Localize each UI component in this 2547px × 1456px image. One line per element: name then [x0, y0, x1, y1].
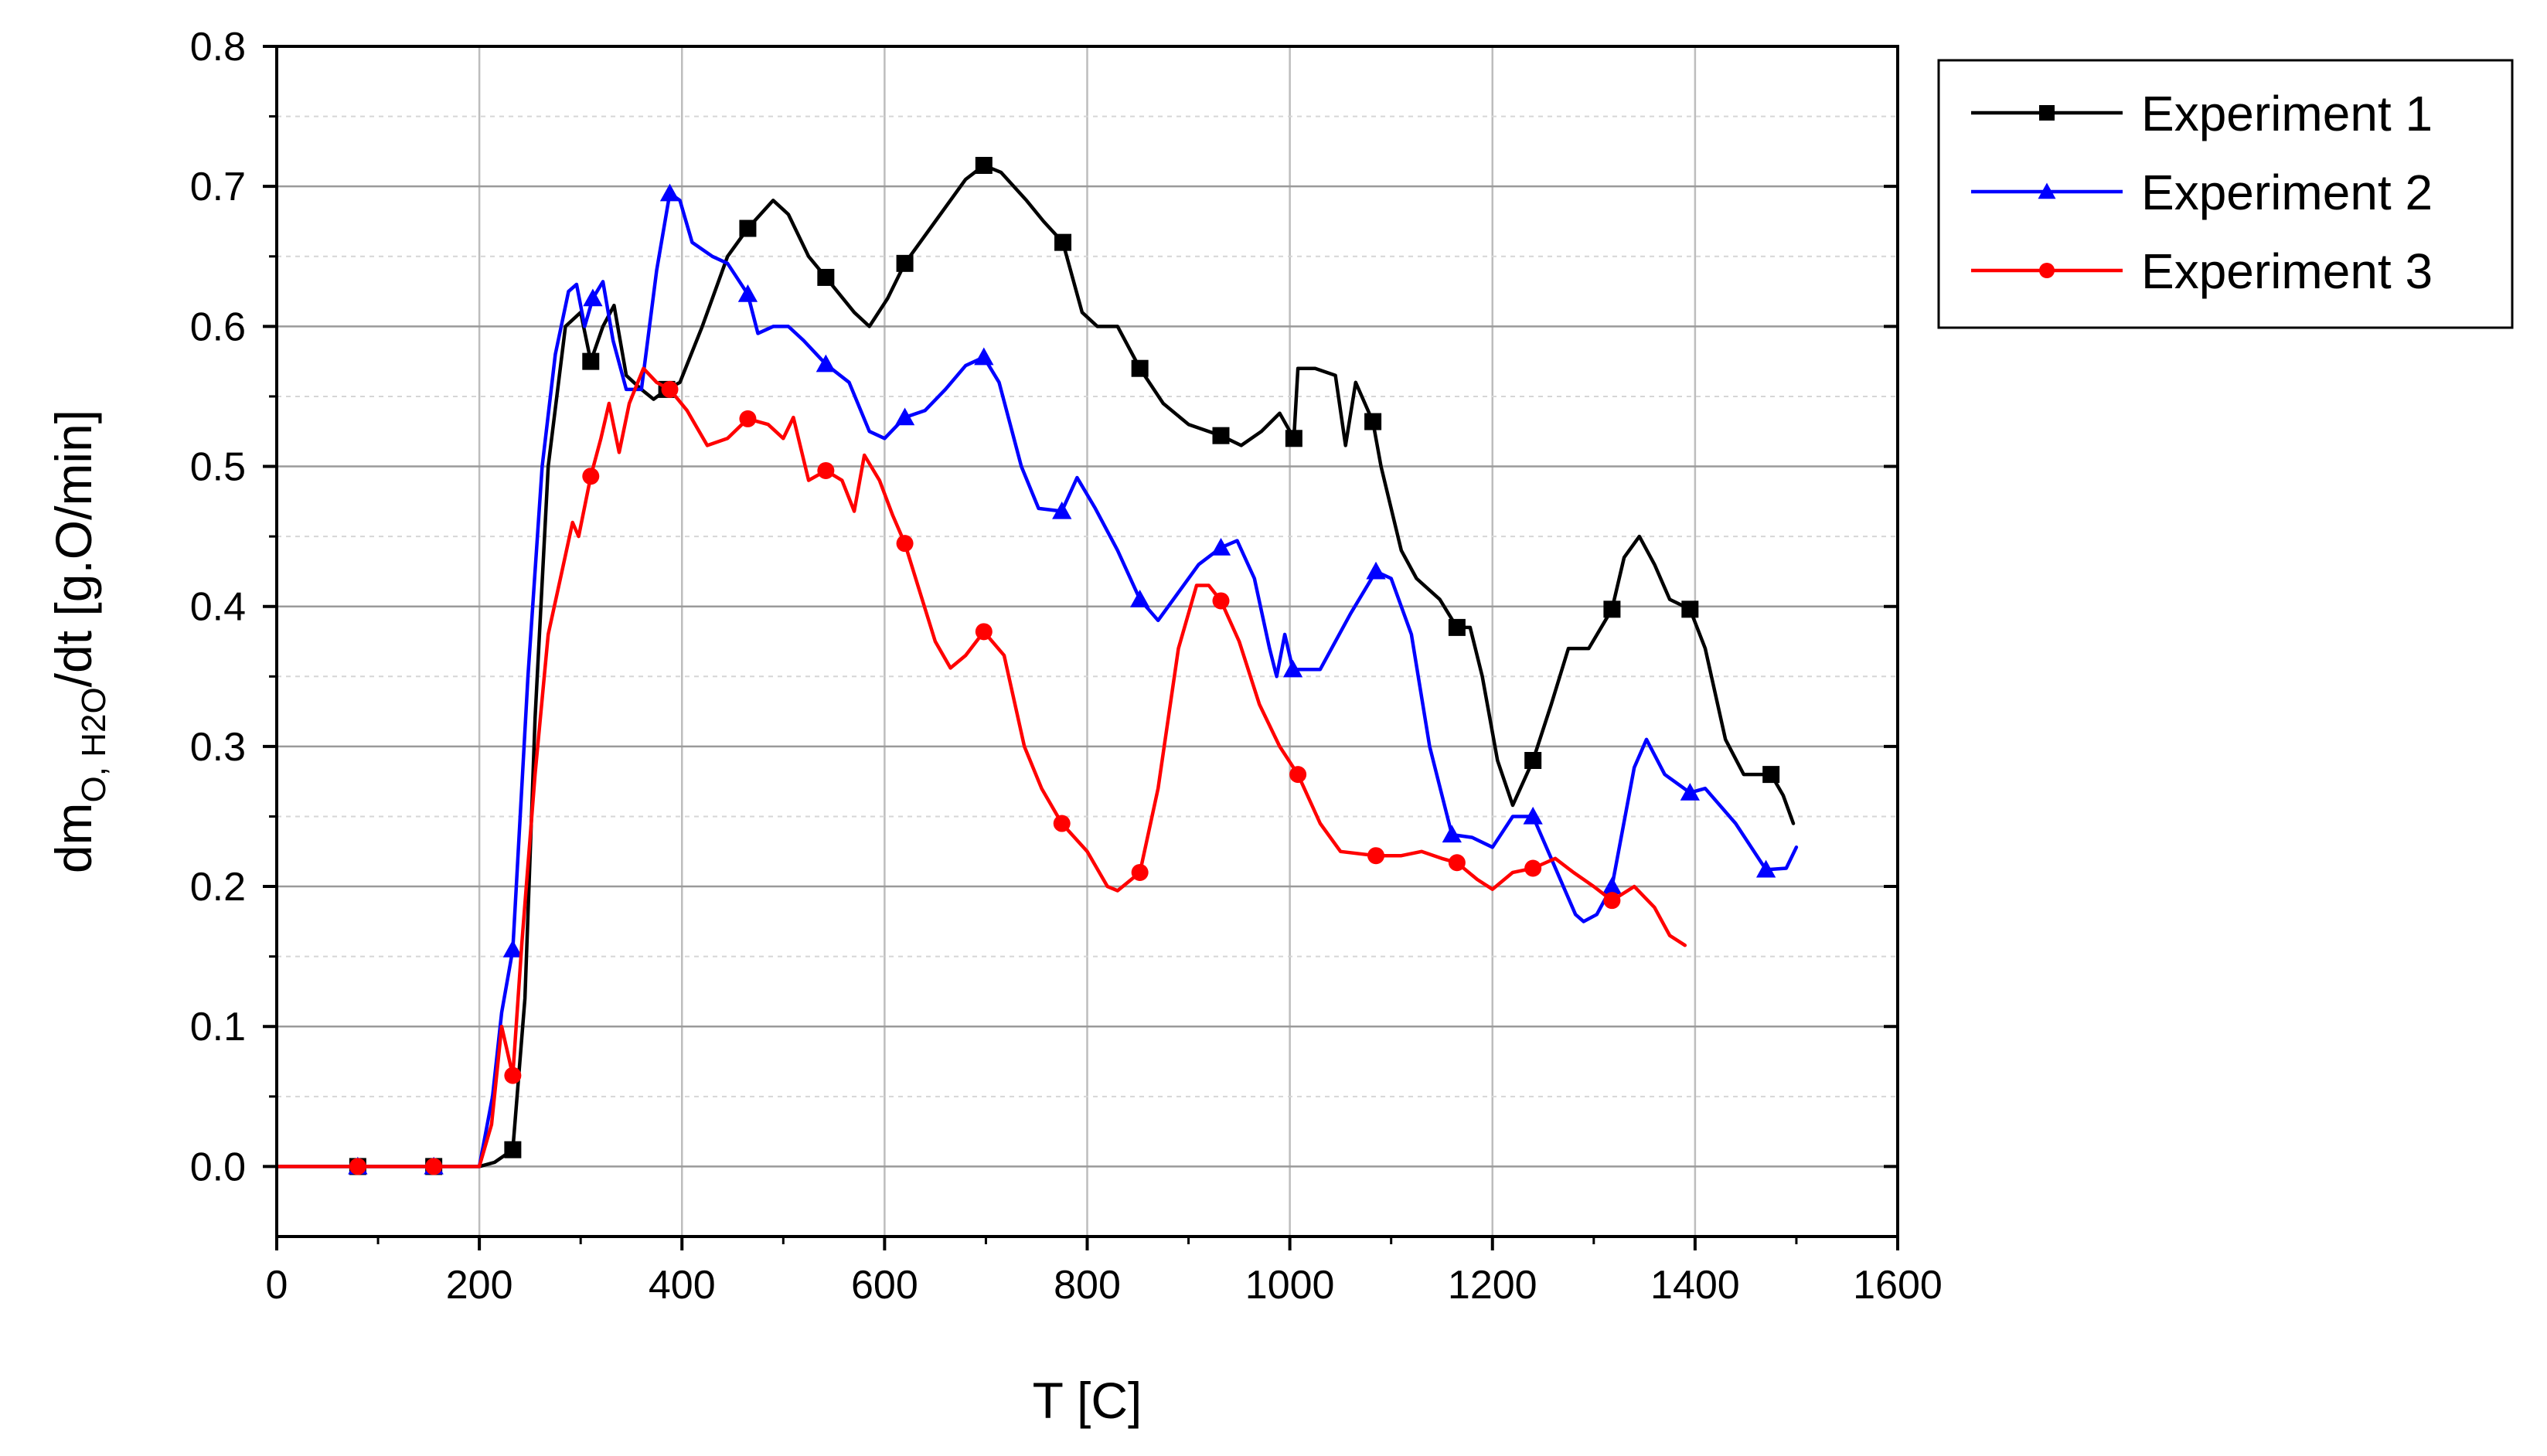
series-3	[274, 366, 1687, 1175]
legend-item-3: Experiment 3	[1971, 243, 2433, 299]
data-point-3	[582, 468, 600, 485]
data-point-3	[1053, 815, 1071, 832]
x-tick-label: 1200	[1448, 1263, 1537, 1308]
data-point-2	[737, 284, 758, 302]
legend-box	[1937, 59, 2514, 329]
series-line-2	[274, 191, 1799, 1169]
data-point-3	[661, 380, 679, 398]
data-point-3	[817, 461, 835, 479]
x-axis-tick-labels: 0 200 400 600 800 1000 1200 1400 1600	[266, 1263, 1943, 1308]
y-tick-label: 0.0	[190, 1145, 246, 1189]
axis-ticks	[263, 45, 1899, 1250]
data-point-2	[659, 183, 680, 202]
data-point-1	[1762, 766, 1780, 784]
legend-marker-2	[2038, 182, 2056, 199]
svg-text:dmO, H2O/dt [g.O/min]: dmO, H2O/dt [g.O/min]	[45, 410, 113, 873]
data-point-2	[974, 347, 994, 366]
data-point-2	[816, 354, 836, 373]
y-tick-label: 0.6	[190, 304, 246, 349]
data-point-2	[1755, 859, 1776, 878]
data-point-3	[739, 410, 757, 427]
series-line-3	[274, 366, 1687, 1169]
data-point-2	[1366, 561, 1386, 580]
data-point-3	[425, 1158, 443, 1175]
data-point-3	[1289, 766, 1307, 784]
x-tick-label: 600	[851, 1263, 918, 1308]
data-point-3	[1524, 859, 1542, 877]
data-point-1	[1364, 413, 1382, 430]
y-axis-title-suffix: /dt [g.O/min]	[45, 410, 102, 687]
data-point-1	[1212, 427, 1230, 444]
x-tick-label: 200	[446, 1263, 513, 1308]
data-point-1	[1681, 600, 1699, 618]
data-point-2	[1602, 876, 1623, 895]
data-point-2	[1523, 806, 1543, 825]
data-point-1	[1448, 618, 1466, 636]
data-point-1	[1131, 359, 1149, 377]
data-point-1	[896, 254, 914, 272]
data-point-3	[1212, 592, 1230, 610]
y-tick-label: 0.7	[190, 165, 246, 209]
data-point-2	[894, 407, 915, 426]
data-point-3	[975, 623, 993, 641]
legend-marker-3	[2039, 263, 2055, 278]
data-point-1	[975, 157, 993, 174]
x-tick-label: 1600	[1853, 1263, 1943, 1308]
data-point-1	[817, 268, 835, 286]
data-point-1	[1054, 233, 1072, 251]
x-tick-label: 0	[266, 1263, 288, 1308]
data-point-2	[1282, 659, 1303, 678]
data-point-1	[1603, 600, 1621, 618]
legend-marker-1	[2039, 105, 2055, 121]
y-axis-title-subscript: O, H2O	[75, 687, 113, 802]
data-point-3	[349, 1158, 366, 1175]
legend-label-1: Experiment 1	[2141, 86, 2433, 141]
plot-series	[274, 157, 1799, 1175]
grid-lines	[277, 46, 1898, 1237]
data-point-3	[896, 535, 914, 553]
legend-item-2: Experiment 2	[1971, 165, 2433, 220]
y-tick-label: 0.4	[190, 585, 246, 630]
data-point-3	[1603, 892, 1621, 910]
legend-label-3: Experiment 3	[2141, 243, 2433, 299]
legend-item-1: Experiment 1	[1971, 86, 2433, 141]
x-tick-label: 800	[1054, 1263, 1121, 1308]
data-point-3	[1367, 847, 1385, 865]
x-tick-label: 400	[649, 1263, 716, 1308]
data-point-3	[1448, 854, 1466, 872]
x-axis-title: T [C]	[1033, 1372, 1142, 1429]
data-point-2	[502, 939, 523, 958]
data-point-1	[504, 1141, 522, 1158]
x-tick-label: 1000	[1245, 1263, 1335, 1308]
data-point-3	[504, 1066, 522, 1084]
data-point-1	[582, 352, 600, 370]
data-point-2	[1052, 501, 1072, 519]
data-point-2	[583, 288, 603, 307]
y-axis-title-prefix: dm	[45, 802, 102, 873]
data-point-2	[1211, 537, 1231, 556]
y-tick-label: 0.5	[190, 445, 246, 490]
y-tick-label: 0.3	[190, 725, 246, 770]
data-point-1	[1285, 430, 1302, 447]
data-point-2	[1442, 825, 1462, 843]
series-line-1	[274, 163, 1796, 1169]
data-point-2	[1130, 589, 1150, 607]
y-tick-label: 0.2	[190, 865, 246, 910]
data-point-2	[1680, 783, 1700, 801]
series-2	[274, 183, 1799, 1175]
y-tick-label: 0.8	[190, 25, 246, 70]
data-point-1	[739, 219, 757, 237]
data-point-3	[1131, 863, 1149, 881]
data-point-1	[1524, 752, 1542, 769]
legend-label-2: Experiment 2	[2141, 165, 2433, 220]
y-tick-label: 0.1	[190, 1005, 246, 1049]
y-axis-tick-labels: 0.0 0.1 0.2 0.3 0.4 0.5 0.6 0.7 0.8	[190, 25, 246, 1189]
y-axis-title: dmO, H2O/dt [g.O/min]	[45, 410, 113, 873]
x-tick-label: 1400	[1650, 1263, 1740, 1308]
legend: Experiment 1 Experiment 2 Experiment 3	[1937, 59, 2514, 329]
